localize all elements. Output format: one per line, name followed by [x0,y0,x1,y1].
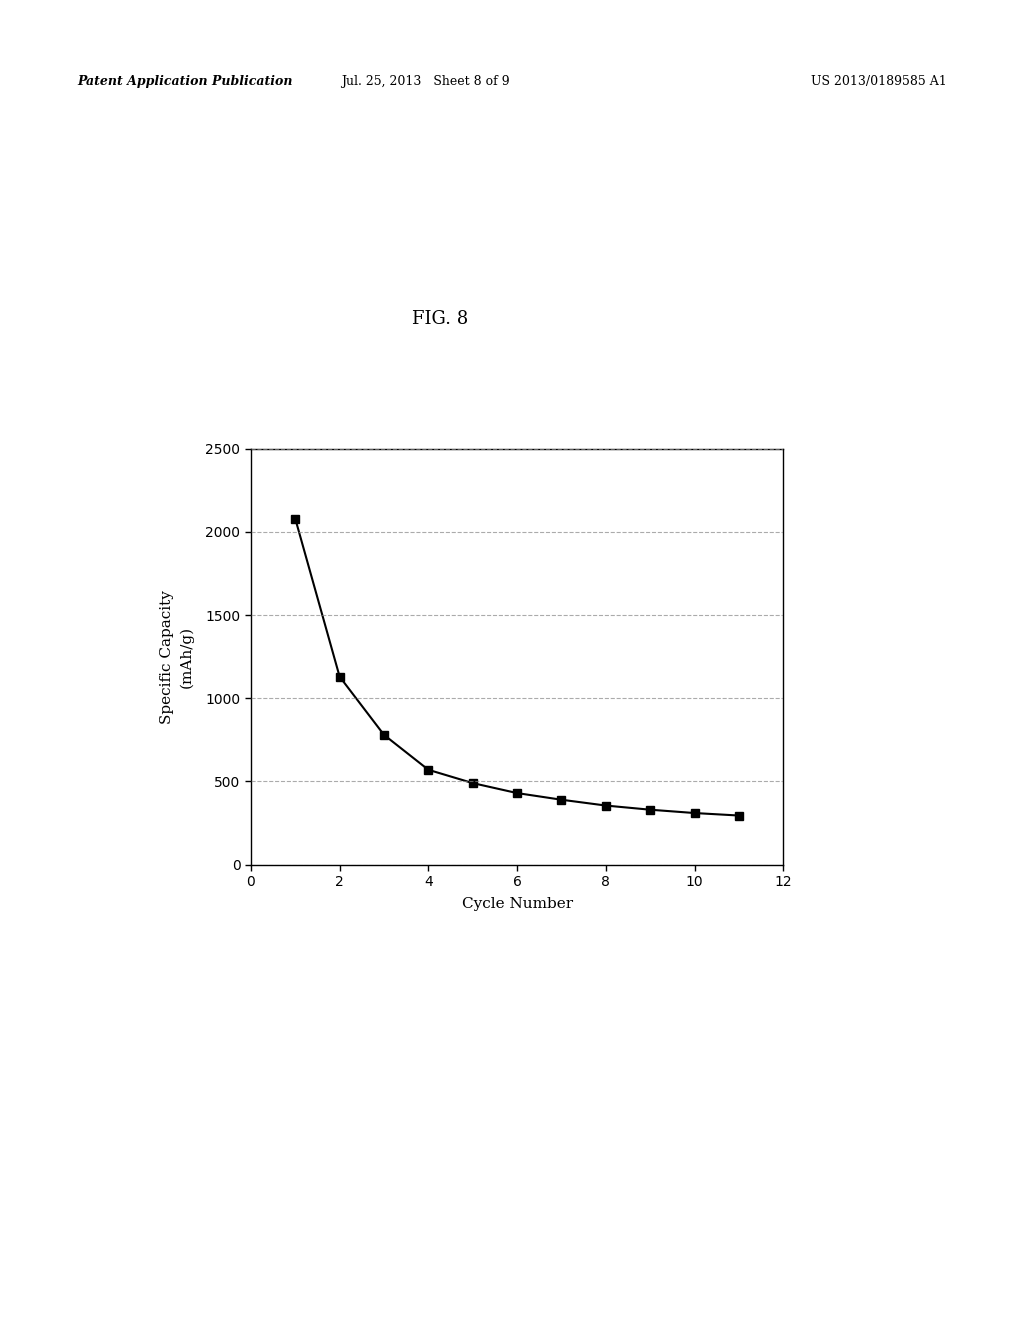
Text: Patent Application Publication: Patent Application Publication [77,75,292,88]
Y-axis label: Specific Capacity
(mAh/g): Specific Capacity (mAh/g) [160,590,195,723]
Text: US 2013/0189585 A1: US 2013/0189585 A1 [811,75,947,88]
X-axis label: Cycle Number: Cycle Number [462,898,572,911]
Text: Jul. 25, 2013   Sheet 8 of 9: Jul. 25, 2013 Sheet 8 of 9 [341,75,509,88]
Text: FIG. 8: FIG. 8 [413,310,468,327]
